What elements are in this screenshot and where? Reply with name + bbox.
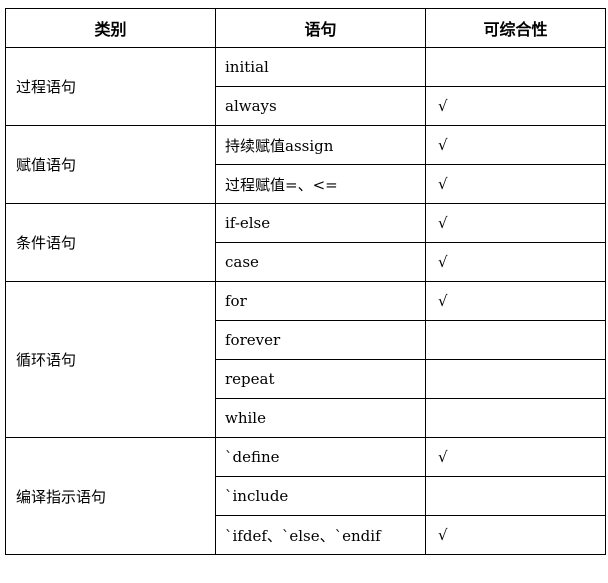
category-cell: 编译指示语句 (5, 437, 216, 555)
table-row: 循环语句 for √ (5, 281, 606, 438)
category-cell: 过程语句 (5, 47, 216, 126)
category-cell: 赋值语句 (5, 125, 216, 204)
synth-mark: √ (425, 515, 606, 555)
table-row: repeat (6, 359, 606, 399)
table-row: while (6, 398, 606, 438)
synth-mark: √ (425, 203, 606, 243)
header-row: 类别 语句 可综合性 (5, 8, 606, 48)
synth-mark: √ (425, 164, 606, 204)
header-category: 类别 (5, 8, 216, 48)
header-synthesizable: 可综合性 (425, 8, 606, 48)
table-row: 赋值语句 持续赋值assign √ (5, 125, 606, 204)
statement-cell: if-else (215, 203, 426, 243)
statement-cell: `define (215, 437, 426, 477)
statement-cell: always (215, 86, 426, 126)
header-statement: 语句 (215, 8, 426, 48)
statement-cell: `ifdef、`else、`endif (215, 515, 426, 555)
synth-mark: √ (425, 437, 606, 477)
synth-mark (425, 398, 606, 438)
statement-cell: 持续赋值assign (215, 125, 426, 165)
statement-cell: `include (215, 476, 426, 516)
statement-cell: forever (215, 320, 426, 360)
table-row: always √ (6, 86, 606, 126)
table-row: case √ (6, 242, 606, 282)
category-cell: 条件语句 (5, 203, 216, 282)
table-row: 条件语句 if-else √ (5, 203, 606, 282)
table-row: 过程语句 initial (5, 47, 606, 126)
statement-cell: case (215, 242, 426, 282)
statement-cell: initial (215, 47, 426, 87)
statement-cell: 过程赋值=、<= (215, 164, 426, 204)
table-row: 编译指示语句 `define √ (5, 437, 606, 555)
table-row: `ifdef、`else、`endif √ (6, 515, 606, 555)
synth-mark (425, 476, 606, 516)
synth-mark (425, 359, 606, 399)
table-row: `include (6, 476, 606, 516)
synth-mark: √ (425, 86, 606, 126)
synth-mark (425, 47, 606, 87)
verilog-synthesis-table: 类别 语句 可综合性 过程语句 initial always √ 赋值语句 持续… (5, 8, 606, 555)
synth-mark: √ (425, 125, 606, 165)
statement-cell: repeat (215, 359, 426, 399)
synth-mark: √ (425, 242, 606, 282)
statement-cell: for (215, 281, 426, 321)
synth-mark (425, 320, 606, 360)
statement-cell: while (215, 398, 426, 438)
synth-mark: √ (425, 281, 606, 321)
category-cell: 循环语句 (5, 281, 216, 438)
